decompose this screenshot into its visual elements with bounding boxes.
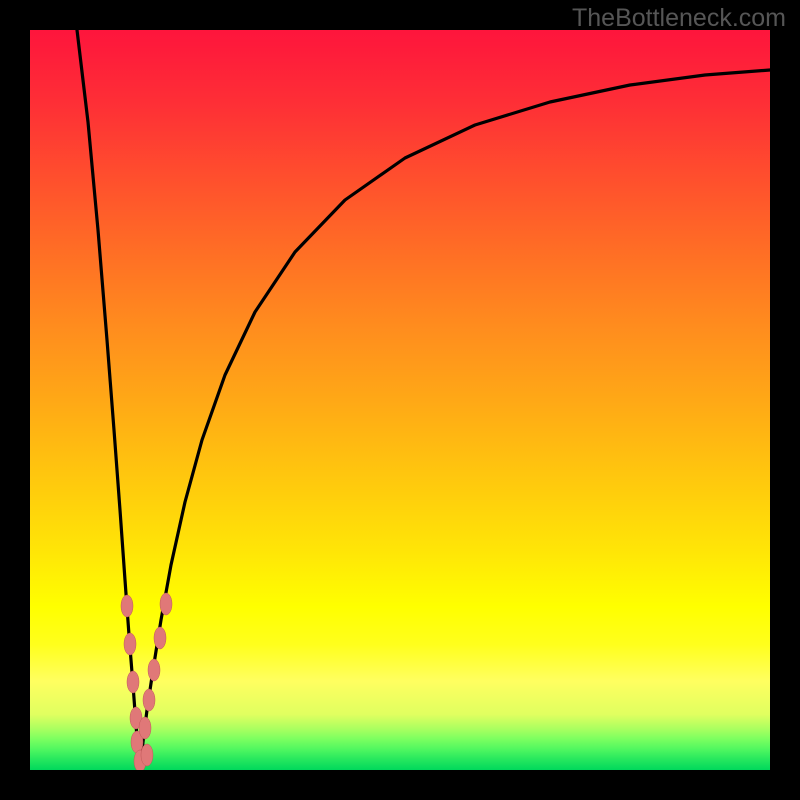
data-marker bbox=[160, 593, 172, 615]
data-marker bbox=[127, 671, 139, 693]
data-marker bbox=[143, 689, 155, 711]
data-marker bbox=[141, 744, 153, 766]
watermark-text: TheBottleneck.com bbox=[572, 4, 786, 33]
data-marker bbox=[154, 627, 166, 649]
data-marker bbox=[139, 717, 151, 739]
gradient-background bbox=[30, 30, 770, 770]
chart-frame: TheBottleneck.com bbox=[0, 0, 800, 800]
data-marker bbox=[148, 659, 160, 681]
bottleneck-chart-svg bbox=[0, 0, 800, 800]
data-marker bbox=[121, 595, 133, 617]
data-marker bbox=[124, 633, 136, 655]
